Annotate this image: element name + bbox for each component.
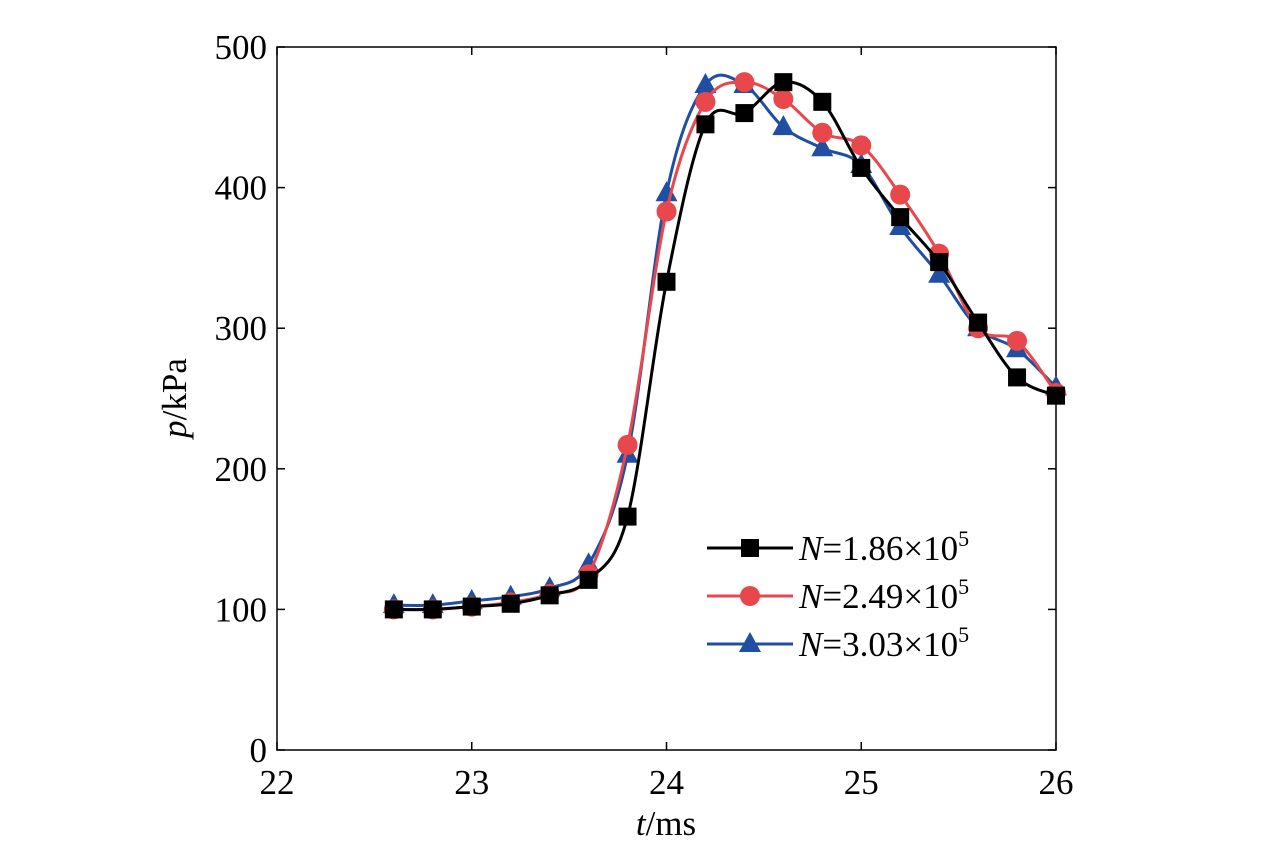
x-tick-label: 25 [844,763,879,802]
data-point [501,594,520,613]
data-point [655,181,678,202]
data-point [656,201,677,222]
data-point [928,262,951,283]
data-point [617,434,638,455]
data-point [852,158,871,177]
y-axis-unit: /kPa [155,358,194,421]
data-point [384,600,403,619]
data-point [969,313,988,332]
data-point [579,570,598,589]
x-tick-label: 22 [260,763,295,802]
data-point [734,72,755,93]
legend-marker [740,586,760,606]
data-point [773,89,794,110]
legend-item: N=2.49×105 [707,574,969,616]
data-point [423,600,442,619]
legend-var: N [798,577,824,616]
data-point [1007,330,1028,351]
data-point [930,253,949,272]
data-point [695,91,716,112]
x-axis-var: t [636,804,647,843]
legend-mantissa: =3.03×10 [822,625,958,664]
y-tick-label: 300 [215,309,268,348]
data-point [462,597,481,616]
legend-exponent: 5 [958,526,969,551]
legend-exponent: 5 [958,574,969,599]
legend-exponent: 5 [958,622,969,647]
data-point [1047,386,1065,405]
legend-var: N [798,625,824,664]
series-layer [382,72,1067,620]
x-axis-label: t/ms [636,804,696,843]
data-point [811,136,834,157]
y-tick-label: 500 [215,28,268,67]
legend-item: N=3.03×105 [707,622,969,664]
data-point [891,208,910,227]
data-point [813,92,832,111]
legend-item: N=1.86×105 [707,526,969,568]
data-point [618,507,637,526]
y-tick-label: 200 [215,450,268,489]
series-line [393,73,1058,607]
x-tick-label: 26 [1039,763,1074,802]
data-point [696,115,715,134]
legend-mantissa: =1.86×10 [822,529,958,568]
legend-label: N=2.49×105 [798,574,969,616]
data-point [1008,368,1027,387]
x-axis-unit: /ms [646,804,697,843]
legend-mantissa: =2.49×10 [822,577,958,616]
legend-label: N=3.03×105 [798,622,969,664]
y-tick-label: 100 [215,590,268,629]
x-tick-label: 23 [454,763,489,802]
y-axis-var: p [155,420,194,441]
legend-label: N=1.86×105 [798,526,969,568]
legend-var: N [798,529,824,568]
series-1 [384,73,1065,619]
legend-marker [741,539,759,557]
data-point [772,115,795,136]
y-axis-label: p/kPa [155,358,194,441]
axis-ticks: 22 23 24 25 26 0 100 200 300 400 500 [215,28,1074,802]
data-point [851,135,872,156]
data-point [774,73,793,92]
data-point [735,104,754,123]
x-tick-label: 24 [649,763,684,802]
data-point [694,72,717,93]
data-point [540,586,559,605]
y-tick-label: 0 [250,731,268,770]
data-point [890,184,911,205]
data-point [812,122,833,143]
y-tick-label: 400 [215,169,268,208]
legend-marker [739,632,761,652]
data-point [657,272,676,291]
